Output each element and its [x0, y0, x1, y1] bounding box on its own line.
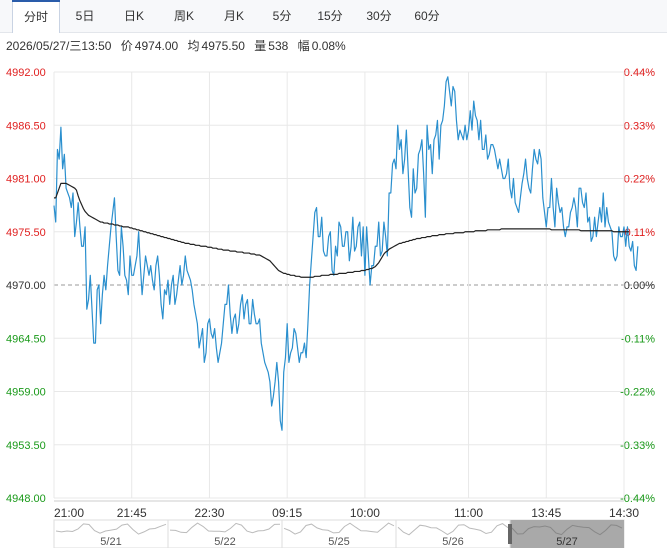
navigator-mini-trace [169, 522, 281, 534]
price-line [53, 76, 639, 431]
y-tick-label: 4959.00 [6, 387, 46, 399]
y-tick-label: 4981.00 [6, 174, 46, 186]
x-tick-label: 21:00 [54, 506, 84, 520]
x-tick-label: 22:30 [194, 506, 224, 520]
tab-6[interactable]: 5分 [272, 9, 292, 23]
tab-8[interactable]: 30分 [366, 9, 392, 23]
navigator-date-label[interactable]: 5/27 [556, 536, 577, 548]
y-tick-label: 4964.50 [6, 333, 46, 345]
period-tabs: 分时 5日 日K 周K 月K 5分 15分 30分 60分 [0, 0, 667, 33]
y-tick-label: 4953.50 [6, 440, 46, 452]
x-tick-label: 14:30 [609, 506, 639, 520]
navigator-date-label[interactable]: 5/25 [328, 536, 349, 548]
y-tick-label: 4975.50 [6, 227, 46, 239]
tab-1[interactable]: 分时 [12, 0, 60, 33]
tab-9[interactable]: 60分 [414, 9, 440, 23]
range-label: 幅 [297, 39, 310, 53]
price-value: 4974.00 [134, 39, 179, 53]
y-tick-pct-label: 0.11% [625, 227, 656, 239]
x-tick-label: 09:15 [272, 506, 302, 520]
volume-value: 538 [268, 39, 289, 53]
avg-label: 均 [187, 39, 200, 53]
navigator-mini-trace [511, 524, 623, 536]
navigator-date-label[interactable]: 5/26 [442, 536, 463, 548]
quote-info-bar: 2026/05/27/三13:50 价 4974.00 均 4975.50 量 538… [6, 37, 352, 54]
navigator-handle[interactable] [508, 524, 512, 544]
navigator-mini-trace [283, 522, 395, 535]
navigator-date-label[interactable]: 5/21 [100, 536, 121, 548]
tab-5[interactable]: 月K [223, 9, 244, 23]
volume-label: 量 [254, 39, 267, 53]
tab-4[interactable]: 周K [173, 9, 194, 23]
navigator-selected-range[interactable] [510, 520, 624, 548]
avg-price-line [54, 182, 630, 278]
y-tick-label: 4948.00 [6, 493, 46, 505]
intraday-chart[interactable]: 4992.00 0.44% 4986.50 0.33% 4981.00 0.22% 4975… [0, 58, 667, 548]
y-tick-pct-label: 0.33% [624, 120, 655, 132]
tab-2[interactable]: 5日 [75, 9, 95, 23]
quote-datetime: 2026/05/27/三13:50 [6, 39, 112, 53]
x-tick-label: 10:00 [350, 506, 380, 520]
y-tick-pct-label: -0.11% [621, 333, 655, 345]
y-tick-label: 4992.00 [6, 67, 46, 79]
tab-7[interactable]: 15分 [317, 9, 343, 23]
y-tick-label: 4986.50 [6, 120, 46, 132]
y-tick-pct-label: -0.22% [620, 387, 655, 399]
y-tick-pct-label: 0.44% [624, 67, 655, 79]
range-value: 0.08% [311, 39, 346, 53]
price-label: 价 [120, 39, 133, 53]
y-tick-label: 4970.00 [6, 280, 46, 292]
y-tick-pct-label: 0.22% [624, 174, 655, 186]
navigator-mini-trace [55, 523, 167, 535]
x-tick-label: 11:00 [454, 506, 483, 520]
x-tick-label: 21:45 [117, 506, 147, 520]
y-tick-pct-label: -0.44% [620, 493, 655, 505]
y-tick-pct-label: -0.33% [620, 440, 655, 452]
tab-3[interactable]: 日K [123, 9, 144, 23]
avg-value: 4975.50 [201, 39, 245, 53]
x-tick-label: 13:45 [531, 506, 561, 520]
navigator-date-label[interactable]: 5/22 [214, 536, 235, 548]
y-tick-pct-label: 0.00% [624, 280, 655, 292]
navigator-mini-trace [397, 523, 509, 536]
